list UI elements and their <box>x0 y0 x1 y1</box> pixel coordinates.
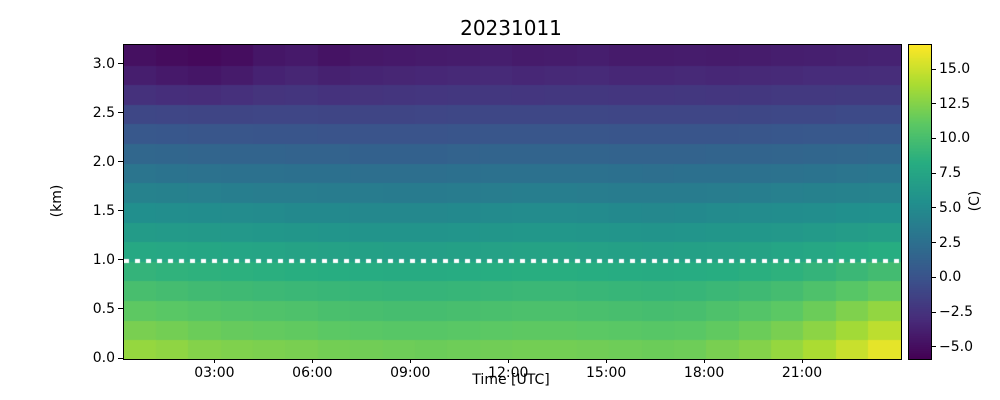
x-tick-label: 21:00 <box>781 365 823 381</box>
x-tick-mark <box>703 359 705 363</box>
colorbar-tick-mark <box>932 242 936 244</box>
x-tick-label: 06:00 <box>292 365 333 381</box>
x-tick-label: 15:00 <box>585 365 627 381</box>
y-tick-label: 1.0 <box>92 251 115 268</box>
heatmap-canvas <box>124 45 901 359</box>
y-tick-label: 3.0 <box>92 55 115 72</box>
colorbar-tick-mark <box>932 311 936 313</box>
colorbar-tick-label: −2.5 <box>939 304 973 321</box>
y-tick-label: 2.5 <box>92 104 115 121</box>
y-tick-label: 0.5 <box>92 300 115 317</box>
x-tick-mark <box>507 359 509 363</box>
colorbar-tick-mark <box>932 172 936 174</box>
colorbar-tick-label: 12.5 <box>939 95 971 112</box>
y-tick-mark <box>118 259 123 261</box>
colorbar-tick-label: 15.0 <box>939 61 971 77</box>
y-tick-mark <box>118 112 123 114</box>
y-tick-label: 0.0 <box>92 350 115 366</box>
colorbar-tick-mark <box>932 68 936 70</box>
y-tick-mark <box>118 357 123 359</box>
x-tick-mark <box>605 359 607 363</box>
x-tick-mark <box>801 359 803 363</box>
colorbar-tick-mark <box>932 276 936 278</box>
colorbar-label: (C) <box>967 190 983 212</box>
colorbar-tick-mark <box>932 346 936 348</box>
x-tick-label: 09:00 <box>390 365 431 381</box>
y-tick-mark <box>118 210 123 212</box>
x-axis-label: Time [UTC] <box>472 372 550 388</box>
colorbar-tick-mark <box>932 103 936 105</box>
colorbar-tick-label: 5.0 <box>939 199 962 216</box>
x-tick-label: 03:00 <box>194 365 235 381</box>
colorbar-tick-label: −5.0 <box>939 338 973 355</box>
colorbar-tick-mark <box>932 207 936 209</box>
colorbar-tick-mark <box>932 137 936 139</box>
x-tick-mark <box>409 359 411 363</box>
y-tick-mark <box>118 161 123 163</box>
colorbar-tick-label: 10.0 <box>939 130 971 147</box>
colorbar-canvas <box>909 45 931 359</box>
y-tick-label: 1.5 <box>92 202 115 219</box>
y-tick-mark <box>118 63 123 65</box>
x-tick-mark <box>311 359 313 363</box>
plot-title: 20231011 <box>460 16 562 40</box>
y-axis-label: (km) <box>49 184 65 218</box>
colorbar-tick-label: 2.5 <box>939 234 962 251</box>
x-tick-label: 18:00 <box>683 365 725 381</box>
colorbar-tick-label: 0.0 <box>939 269 962 286</box>
y-tick-mark <box>118 308 123 310</box>
x-tick-mark <box>213 359 215 363</box>
colorbar <box>908 44 932 360</box>
colorbar-tick-label: 7.5 <box>939 165 962 182</box>
plot-area <box>123 44 902 360</box>
x-tick-label: 12:00 <box>488 365 529 381</box>
y-tick-label: 2.0 <box>92 153 115 170</box>
